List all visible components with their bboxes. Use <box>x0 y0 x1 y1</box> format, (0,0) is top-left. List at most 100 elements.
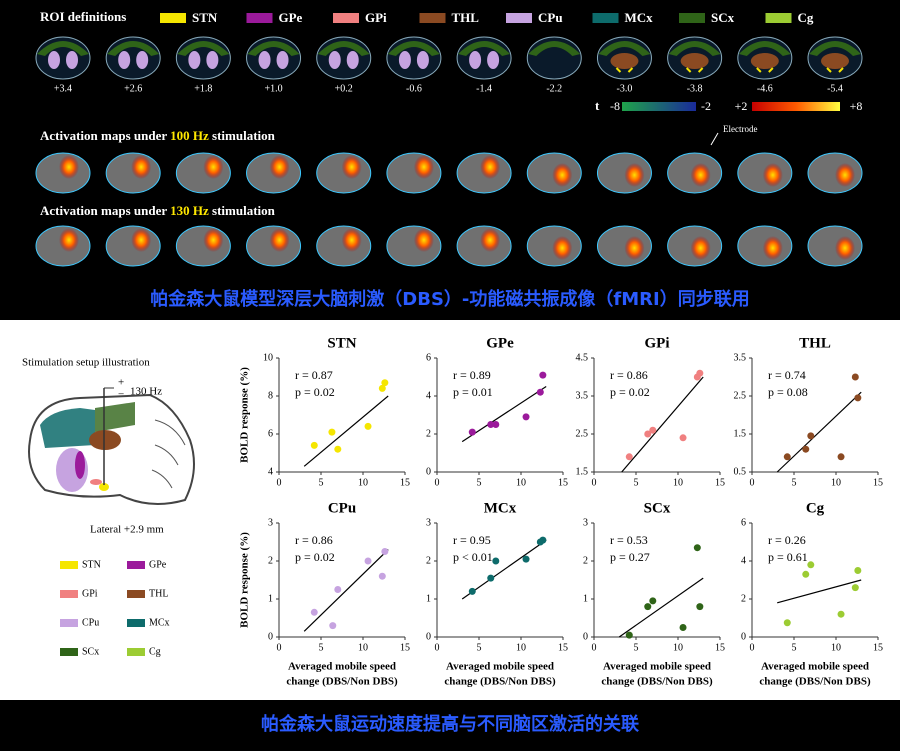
point <box>851 373 859 381</box>
cortex <box>37 41 89 56</box>
slice <box>175 152 231 194</box>
lateral-label: Lateral +2.9 mm <box>90 524 164 536</box>
trendline <box>776 391 862 473</box>
slice-label: +0.2 <box>335 83 353 94</box>
y-tick-label: 1.5 <box>734 428 747 439</box>
roi-slice <box>35 36 91 80</box>
x-tick-label: 0 <box>277 642 282 653</box>
point <box>854 394 862 402</box>
x-tick-label: 15 <box>715 477 725 488</box>
point <box>310 608 318 616</box>
x-axis-label: Averaged mobile speed <box>446 661 554 673</box>
activation-blob <box>413 228 434 252</box>
legend-label: GPe <box>279 10 303 25</box>
activation-blob <box>269 228 290 252</box>
y-tick-label: 2 <box>268 555 273 566</box>
point <box>487 574 495 582</box>
point <box>328 428 336 436</box>
point <box>381 548 389 555</box>
activation-slice <box>456 152 512 194</box>
point <box>783 453 791 461</box>
activation-blob <box>480 155 501 179</box>
activation-slice <box>386 152 442 194</box>
activation-blob <box>835 236 855 260</box>
point <box>693 544 701 552</box>
chart-title: Cg <box>806 500 825 516</box>
roi-title: ROI definitions <box>40 9 126 24</box>
cpu <box>469 51 482 69</box>
point <box>851 584 859 592</box>
roi-slice <box>105 36 161 80</box>
legend-swatch <box>506 13 532 23</box>
x-tick-label: 0 <box>592 642 597 653</box>
cortex <box>247 41 300 56</box>
y-tick-label: 4.5 <box>576 352 589 363</box>
activation-slice <box>667 225 723 267</box>
y-tick-label: 1 <box>426 593 431 604</box>
activation-blob <box>835 163 855 187</box>
point <box>807 432 815 440</box>
activation-prefix: Activation maps under <box>40 128 170 143</box>
stn <box>838 67 844 73</box>
legend-swatch <box>592 13 619 23</box>
thl <box>610 53 639 69</box>
illustration-title: Stimulation setup illustration <box>22 357 150 369</box>
point <box>539 371 547 379</box>
activation-blob <box>552 163 573 187</box>
activation-blob <box>341 228 362 252</box>
stat-annotation: p < 0.01 <box>453 550 493 564</box>
point <box>522 413 530 421</box>
legend-label: THL <box>452 10 480 25</box>
roi-slice <box>526 36 582 80</box>
cpu <box>66 51 78 69</box>
x-tick-label: 10 <box>516 477 526 488</box>
legend-swatch <box>765 13 792 23</box>
stat-annotation: p = 0.02 <box>295 550 335 564</box>
x-tick-label: 10 <box>516 642 526 653</box>
point <box>837 610 845 618</box>
slice-label: -5.4 <box>827 83 843 94</box>
cortex <box>458 41 511 56</box>
slice <box>175 225 231 267</box>
legend-label: GPi <box>82 588 98 599</box>
x-tick-label: 10 <box>673 642 683 653</box>
slice-label: +2.6 <box>124 83 142 94</box>
y-tick-label: 3 <box>426 517 431 528</box>
cpu <box>118 51 131 69</box>
x-tick-label: 5 <box>319 642 324 653</box>
point <box>378 572 386 580</box>
electrode-label: Electrode <box>723 124 757 134</box>
activation-slice <box>596 152 652 194</box>
activation-blob <box>690 236 711 260</box>
x-axis-label: Averaged mobile speed <box>288 661 396 673</box>
point <box>381 379 389 387</box>
point <box>310 441 318 449</box>
activation-slice <box>386 225 442 267</box>
trendline <box>618 577 704 638</box>
legend-label: SCx <box>82 646 99 657</box>
activation-slice <box>246 225 302 267</box>
y-tick-label: 1 <box>583 593 588 604</box>
stat-annotation: p = 0.02 <box>610 385 650 399</box>
cortex <box>317 41 370 56</box>
roi-slice <box>456 36 512 80</box>
x-axis-label: change (DBS/Non DBS) <box>286 676 398 688</box>
slice-label: -3.8 <box>687 83 703 94</box>
cpu <box>136 51 149 69</box>
colorbar-positive <box>752 102 840 111</box>
cortex <box>598 41 651 56</box>
activation-slice <box>456 225 512 267</box>
activation-blob <box>59 155 79 179</box>
legend-label: Cg <box>149 646 161 657</box>
colorbar-label: t <box>595 98 600 113</box>
y-tick-label: 8 <box>268 390 273 401</box>
y-tick-label: 1 <box>268 593 273 604</box>
x-tick-label: 15 <box>558 642 568 653</box>
activation-blob <box>341 155 362 179</box>
x-tick-label: 15 <box>873 642 883 653</box>
y-tick-label: 1.5 <box>576 466 589 477</box>
roi-slice <box>667 36 723 80</box>
slice <box>386 152 442 194</box>
activation-blob <box>131 228 152 252</box>
